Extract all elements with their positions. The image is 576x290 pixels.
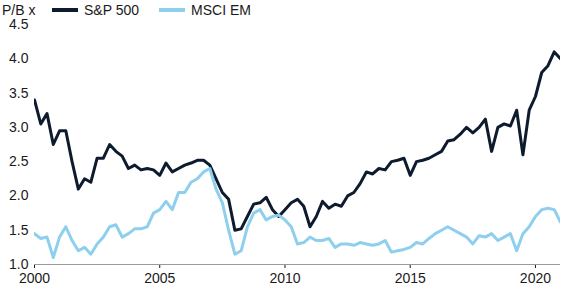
svg-text:4.0: 4.0 [9,50,29,66]
html-text:MSCI EM: MSCI EM [191,2,251,18]
svg-text:2.5: 2.5 [9,153,29,169]
svg-text:3.5: 3.5 [9,85,29,101]
svg-text:2000: 2000 [19,270,50,286]
svg-text:1.0: 1.0 [9,256,29,272]
svg-text:2020: 2020 [520,270,551,286]
svg-text:4.5: 4.5 [9,16,29,32]
svg-text:2010: 2010 [269,270,300,286]
svg-text:2005: 2005 [144,270,175,286]
svg-text:3.0: 3.0 [9,119,29,135]
svg-text:2015: 2015 [395,270,426,286]
html-text:P/B x: P/B x [2,2,36,18]
svg-text:2.0: 2.0 [9,187,29,203]
html-text:S&P 500: S&P 500 [84,2,139,18]
svg-text:1.5: 1.5 [9,222,29,238]
